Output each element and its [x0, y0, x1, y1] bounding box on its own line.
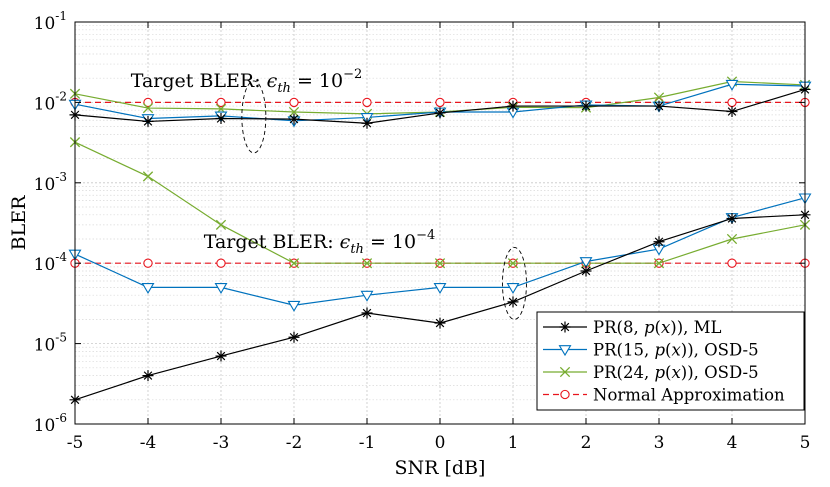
data-point-marker	[362, 97, 372, 108]
data-point-marker	[653, 100, 665, 112]
data-point-marker	[288, 331, 300, 343]
legend-entry: PR(24, p(x)), OSD-5	[543, 363, 759, 382]
data-point-marker	[288, 258, 300, 269]
tick-layer: -5 -4 -3 -2 -1 0 1 2 3 4 5 10-6 10-5 10-4 10-3 10-2 10-1	[34, 9, 811, 453]
x-tick-label: 0	[435, 433, 446, 453]
y-tick-label: 10-5	[34, 331, 67, 356]
data-point-marker	[580, 100, 592, 112]
x-tick-label: 1	[508, 433, 519, 453]
target-bler-annotation-2: Target BLER: ϵth = 10−4	[204, 228, 436, 257]
x-tick-label: 3	[654, 433, 665, 453]
y-tick-label: 10-1	[34, 9, 67, 34]
data-point-marker	[215, 113, 227, 125]
data-point-marker	[579, 257, 593, 269]
x-tick-label: -3	[213, 433, 230, 453]
data-point-marker	[289, 97, 299, 108]
legend-entry: PR(15, p(x)), OSD-5	[543, 341, 759, 360]
data-point-marker	[726, 233, 738, 245]
annotation-ellipse	[241, 80, 267, 154]
data-point-marker	[216, 97, 226, 108]
x-axis-label: SNR [dB]	[395, 457, 486, 479]
data-point-marker	[433, 283, 447, 294]
data-point-marker	[507, 100, 519, 112]
x-tick-label: 4	[727, 433, 738, 453]
data-point-marker	[507, 258, 519, 269]
legend-box	[536, 311, 805, 411]
legend-label: PR(15, p(x)), OSD-5	[593, 341, 759, 360]
data-point-marker	[361, 258, 373, 269]
x-tick-label: -4	[140, 433, 157, 453]
target-bler-annotation-1: Target BLER: ϵth = 10−2	[131, 67, 363, 96]
legend-entry: PR(8, p(x)), ML	[543, 318, 722, 337]
data-point-marker	[726, 106, 738, 118]
data-point-marker	[653, 258, 665, 269]
data-point-marker	[215, 219, 227, 230]
data-point-marker	[361, 307, 373, 319]
legend: PR(8, p(x)), ML PR(15, p(x)), OSD-5 PR(24,…	[536, 311, 805, 411]
data-point-marker	[214, 283, 228, 294]
data-point-marker	[560, 389, 570, 400]
data-point-marker	[287, 300, 301, 312]
annotation-layer: Target BLER: ϵth = 10−2 Target BLER: ϵth …	[131, 67, 527, 320]
x-tick-label: -2	[286, 433, 303, 453]
legend-label: PR(24, p(x)), OSD-5	[593, 363, 759, 382]
x-tick-label: -1	[359, 433, 376, 453]
y-axis-label: BLER	[8, 195, 30, 250]
y-tick-label: 10-2	[34, 89, 67, 114]
data-point-marker	[559, 321, 571, 333]
data-point-marker	[558, 345, 572, 357]
y-tick-label: 10-6	[34, 411, 67, 436]
annotation-ellipse	[502, 246, 527, 320]
data-point-marker	[142, 102, 154, 114]
data-point-marker	[434, 317, 446, 329]
data-point-marker	[507, 296, 519, 308]
data-point-marker	[142, 171, 154, 182]
data-point-marker	[435, 97, 445, 108]
data-point-marker	[141, 283, 155, 294]
legend-entry: Normal Approximation	[543, 386, 785, 405]
data-point-marker	[215, 350, 227, 362]
data-point-marker	[361, 117, 373, 129]
data-point-marker	[653, 236, 665, 248]
data-point-marker	[360, 290, 374, 302]
data-point-marker	[727, 97, 737, 108]
data-point-marker	[288, 106, 300, 118]
data-point-marker	[559, 366, 571, 378]
data-point-marker	[216, 258, 226, 268]
data-point-marker	[506, 283, 520, 294]
x-tick-label: 2	[581, 433, 592, 453]
data-point-marker	[727, 258, 737, 268]
legend-label: Normal Approximation	[593, 386, 785, 405]
data-point-marker	[288, 113, 300, 125]
data-point-marker	[143, 258, 153, 268]
x-tick-label: 5	[800, 433, 811, 453]
data-point-marker	[434, 107, 446, 119]
data-point-marker	[580, 265, 592, 277]
legend-label: PR(8, p(x)), ML	[593, 318, 722, 337]
data-point-marker	[143, 97, 153, 108]
data-point-marker	[726, 212, 738, 224]
data-point-marker	[142, 370, 154, 382]
data-point-marker	[142, 115, 154, 127]
data-point-marker	[653, 92, 665, 103]
y-tick-label: 10-3	[34, 170, 67, 195]
y-tick-label: 10-4	[34, 250, 68, 275]
data-point-marker	[725, 79, 739, 91]
data-point-marker	[434, 258, 446, 269]
x-tick-label: -5	[67, 433, 84, 453]
